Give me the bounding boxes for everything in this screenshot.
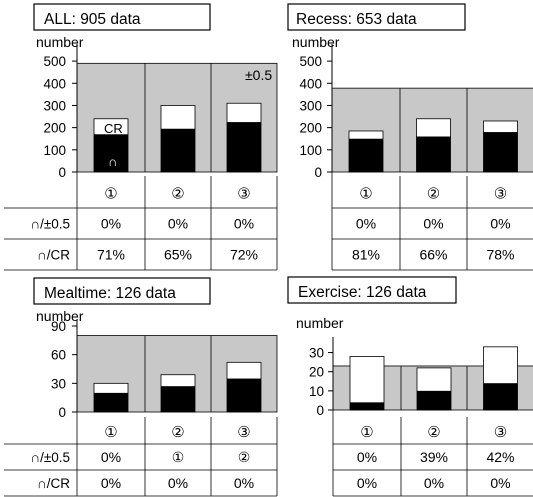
bar-cap <box>94 392 128 412</box>
y-tick-label: 300 <box>299 98 322 113</box>
table-cell: 81% <box>352 247 380 263</box>
chart-panel-4: Exercise: 126 data number 0 10 20 30 ① ② ③ 0% 39% 4… <box>287 276 533 497</box>
y-axis-label: number <box>292 34 340 50</box>
y-tick-label: 100 <box>299 143 322 158</box>
category-label: ① <box>359 186 372 203</box>
y-axis-label: number <box>36 308 84 324</box>
table-cell: 0% <box>101 216 121 232</box>
y-tick-label: 500 <box>299 54 322 69</box>
category-label: ② <box>427 424 440 441</box>
chart-title-box <box>33 3 211 31</box>
chart-title-box <box>33 277 211 305</box>
y-tick-label: 300 <box>43 98 66 113</box>
category-label: ② <box>171 424 184 441</box>
table-cell: 0% <box>168 216 188 232</box>
series-label-cr: CR <box>104 121 123 136</box>
table-cell: 0% <box>424 475 444 491</box>
chart-title: Mealtime: 126 data <box>44 285 176 302</box>
table-row-label: ∩/CR <box>37 248 70 263</box>
y-tick-label: 60 <box>51 348 66 363</box>
chart-panel-3: Mealtime: 126 data number 0 30 60 90 ① ② ③ ∩/±0.5… <box>4 277 278 497</box>
table-row-label: ∩/±0.5 <box>30 217 70 232</box>
y-tick-label: 30 <box>51 376 66 391</box>
y-tick-label: 0 <box>58 405 66 420</box>
bar-cr <box>349 355 385 411</box>
table-cell: 42% <box>486 449 514 465</box>
table-cell: ① <box>172 449 185 465</box>
category-label: ① <box>104 424 117 441</box>
table-cell: 0% <box>101 449 121 465</box>
table-cell: 71% <box>97 247 125 263</box>
table-cell: 39% <box>420 449 448 465</box>
table-cell: ② <box>238 449 251 465</box>
table-row-label: ∩/±0.5 <box>30 450 70 465</box>
bar-cap <box>161 386 195 412</box>
band-label: ±0.5 <box>245 67 272 83</box>
table-cell: 0% <box>234 475 254 491</box>
y-tick-label: 0 <box>314 165 322 180</box>
chart-panel-1: ALL: 905 data number CR ∩ ±0.5 0 100 200 300 400 5… <box>4 3 278 271</box>
category-label: ② <box>427 186 440 203</box>
chart-title-box <box>287 276 457 304</box>
table-cell: 0% <box>357 449 377 465</box>
bar-cap <box>227 122 261 172</box>
bar-cap <box>349 138 383 172</box>
y-tick-label: 30 <box>309 346 324 361</box>
bar-cap <box>161 128 195 172</box>
category-label: ③ <box>494 424 507 441</box>
y-tick-label: 100 <box>43 143 66 158</box>
bar-cap <box>350 402 384 410</box>
y-tick-label: 90 <box>51 319 66 334</box>
y-tick-label: 200 <box>43 121 66 136</box>
table-cell: 0% <box>168 475 188 491</box>
table-row-label: ∩/CR <box>37 476 70 491</box>
bar-cap <box>417 390 451 410</box>
table-cell: 66% <box>419 247 447 263</box>
y-tick-label: 400 <box>299 76 322 91</box>
table-cell: 0% <box>101 475 121 491</box>
category-label: ③ <box>237 424 250 441</box>
category-label: ③ <box>237 186 250 203</box>
table-cell: 0% <box>357 475 377 491</box>
table-cell: 0% <box>423 216 443 232</box>
series-label-cap: ∩ <box>108 154 117 169</box>
y-tick-label: 20 <box>309 365 324 380</box>
y-tick-label: 500 <box>43 54 66 69</box>
table-cell: 0% <box>490 216 510 232</box>
y-tick-label: 200 <box>299 121 322 136</box>
table-cell: 78% <box>486 247 514 263</box>
category-label: ② <box>171 186 184 203</box>
y-axis-label: number <box>296 315 344 331</box>
y-tick-label: 0 <box>316 403 324 418</box>
table-cell: 0% <box>356 216 376 232</box>
table-cell: 0% <box>234 216 254 232</box>
y-tick-label: 10 <box>309 384 324 399</box>
bar-cap <box>483 132 518 172</box>
y-axis-label: number <box>36 34 84 50</box>
category-label: ③ <box>494 186 507 203</box>
category-label: ① <box>104 186 117 203</box>
bar-cap <box>483 383 518 410</box>
table-cell: 0% <box>490 475 510 491</box>
y-tick-label: 400 <box>43 76 66 91</box>
chart-title-box <box>287 3 466 31</box>
chart-title: Exercise: 126 data <box>298 284 427 301</box>
bar-cap <box>227 378 261 412</box>
chart-title: Recess: 653 data <box>296 11 417 28</box>
table-cell: 65% <box>164 247 192 263</box>
table-cell: 72% <box>230 247 258 263</box>
bar-cap <box>416 136 451 172</box>
category-label: ① <box>360 424 373 441</box>
chart-panel-2: Recess: 653 data number 0 100 200 300 400 500 ① ②… <box>287 3 533 271</box>
bar-cap <box>94 134 128 172</box>
y-tick-label: 0 <box>58 165 66 180</box>
chart-title: ALL: 905 data <box>44 11 141 28</box>
